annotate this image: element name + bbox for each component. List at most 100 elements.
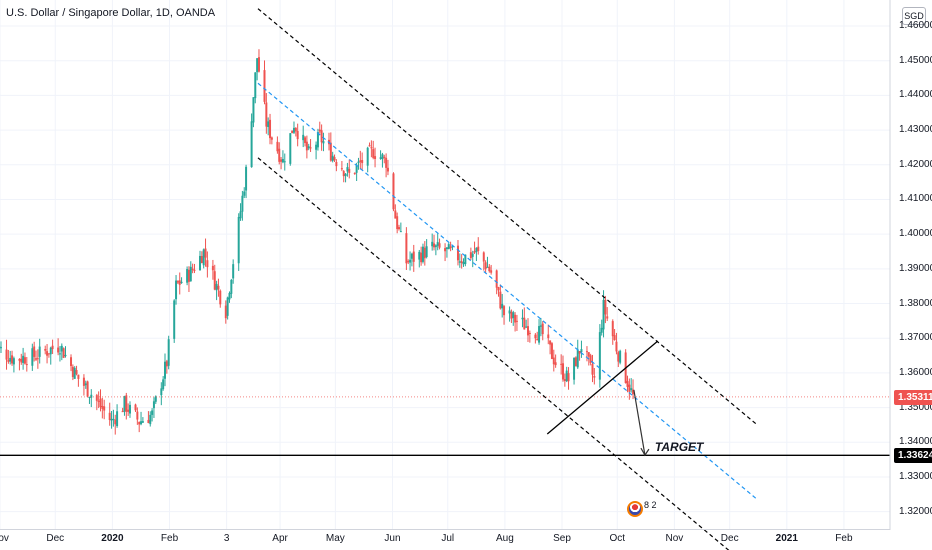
candle-body: [204, 248, 207, 258]
candle-body: [433, 243, 436, 248]
candle-body: [243, 191, 246, 196]
candle-body: [458, 261, 461, 263]
candle-body: [57, 347, 60, 353]
currency-badge[interactable]: SGD: [902, 7, 926, 25]
time-tick-label: Sep: [553, 533, 571, 544]
candle-body: [606, 316, 609, 319]
candle-body: [36, 358, 39, 360]
candle-body: [515, 320, 518, 322]
candle-body: [33, 346, 36, 357]
candle-body: [604, 299, 607, 315]
candle-body: [103, 406, 106, 411]
time-tick-label: 3: [223, 533, 230, 544]
candle-body: [304, 137, 307, 144]
price-tick-label: 1.34000: [899, 436, 932, 448]
candle-body: [35, 358, 38, 360]
candle-body: [357, 161, 360, 163]
candle-body: [189, 266, 192, 282]
economic-events-marker[interactable]: 8 2: [627, 500, 657, 519]
candle-body: [217, 285, 220, 290]
candle-body: [134, 404, 137, 411]
candle-body: [152, 401, 155, 409]
candle-body: [477, 246, 480, 251]
price-tick-label: 1.42000: [899, 158, 932, 170]
time-tick-label: Oct: [609, 533, 626, 544]
candle-body: [613, 335, 616, 341]
candle-body: [200, 256, 203, 264]
candle-body: [514, 314, 517, 323]
candle-body: [322, 141, 325, 144]
candle-body: [224, 305, 227, 319]
candle-body: [211, 265, 214, 271]
candle-body: [598, 332, 601, 380]
price-tick-label: 1.38000: [899, 297, 932, 309]
candle-body: [7, 359, 10, 362]
candle-body: [219, 290, 222, 305]
candle-body: [108, 412, 111, 420]
candle-body: [256, 58, 259, 73]
candle-body: [473, 251, 476, 253]
candle-body: [309, 147, 312, 149]
candle-body: [418, 251, 421, 260]
candle-body: [46, 351, 49, 356]
candle-body: [147, 419, 150, 423]
candle-body: [486, 266, 489, 268]
candle-body: [71, 366, 74, 377]
candle-body: [565, 370, 568, 382]
price-tick-label: 1.40000: [899, 228, 932, 240]
candle-body: [22, 355, 25, 363]
candle-body: [526, 326, 529, 336]
candle-body: [534, 334, 537, 339]
candle-body: [576, 349, 579, 368]
candle-body: [180, 281, 183, 283]
target-label[interactable]: TARGET: [654, 440, 704, 455]
candle-body: [346, 167, 349, 172]
candle-body: [307, 146, 310, 149]
candle-body: [578, 351, 581, 354]
candle-body: [199, 255, 202, 270]
candle-body: [541, 323, 544, 335]
candle-body: [462, 262, 465, 265]
candle-body: [318, 129, 321, 132]
candle-body: [77, 374, 80, 379]
candle-body: [289, 133, 292, 164]
target-arrow: [633, 389, 646, 456]
time-tick-label: Jun: [384, 533, 401, 544]
candle-body: [562, 363, 565, 380]
candle-body: [521, 317, 524, 320]
candle-body: [88, 396, 91, 398]
candle-body: [151, 410, 154, 415]
candle-body: [379, 157, 382, 159]
candle-body: [162, 379, 165, 390]
candle-body: [228, 292, 231, 300]
candle-body: [587, 352, 590, 357]
candle-body: [25, 364, 28, 366]
candle-body: [445, 247, 448, 250]
candle-body: [99, 398, 102, 408]
candle-body: [278, 148, 281, 162]
candle-body: [482, 252, 485, 262]
candle-body: [423, 247, 426, 259]
price-tick-label: 1.33000: [899, 470, 932, 482]
candle-body: [294, 128, 297, 132]
candle-body: [276, 141, 279, 152]
candle-body: [193, 269, 196, 271]
candle-body: [47, 353, 50, 355]
candle-body: [333, 157, 336, 161]
candle-body: [550, 343, 553, 359]
candle-body: [292, 127, 295, 133]
candle-body: [215, 283, 218, 291]
candle-body: [291, 130, 294, 134]
candle-body: [438, 243, 441, 248]
price-tick-label: 1.39000: [899, 262, 932, 274]
time-tick-label: Dec: [720, 533, 739, 544]
candle-body: [125, 395, 128, 412]
time-tick-label: Nov: [665, 533, 684, 544]
candle-body: [538, 326, 541, 343]
candle-body: [331, 155, 334, 161]
candle-body: [165, 361, 168, 367]
candle-body: [348, 168, 351, 173]
candle-body: [355, 164, 358, 173]
